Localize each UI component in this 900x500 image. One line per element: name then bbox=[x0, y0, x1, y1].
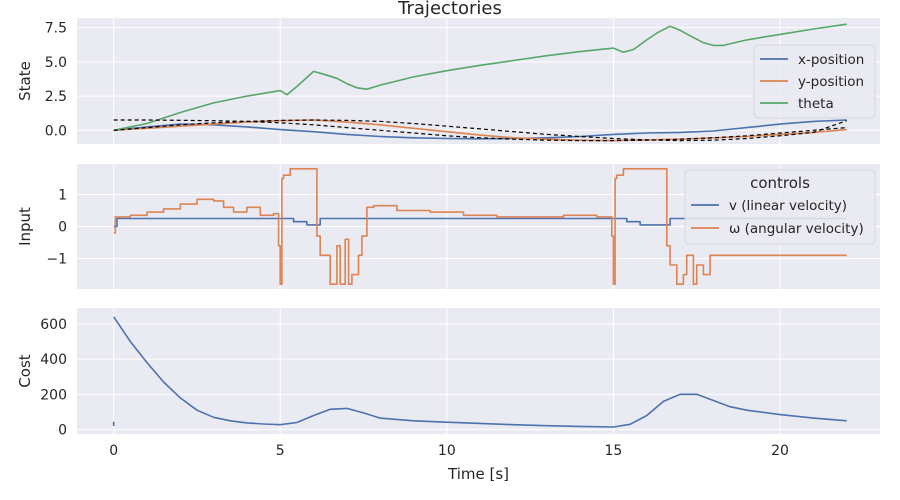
x-tick-label: 10 bbox=[438, 443, 456, 459]
x-tick-label: 20 bbox=[771, 443, 789, 459]
y-tick-label: 400 bbox=[40, 352, 67, 368]
y-tick-label: −1 bbox=[46, 252, 67, 268]
y-tick-label: 5.0 bbox=[45, 55, 67, 71]
y-tick-label: 0 bbox=[58, 423, 67, 439]
cost-series-line bbox=[113, 316, 847, 428]
legend-label: y-position bbox=[798, 74, 864, 90]
x-tick-label: 0 bbox=[109, 443, 118, 459]
angular-velocity-series-line bbox=[113, 168, 847, 285]
x-position-series-line bbox=[113, 119, 847, 140]
y-tick-label: 200 bbox=[40, 387, 67, 403]
theta-series-line bbox=[113, 23, 847, 132]
input-panel: −1 0 1 Input controls v (linear velocity) ω (a… bbox=[16, 164, 880, 289]
state-panel: 0.0 2.5 5.0 7.5 State x-position y-position the… bbox=[16, 18, 880, 144]
reference-series-line bbox=[113, 119, 847, 142]
plot-area bbox=[77, 308, 880, 434]
legend: controls v (linear velocity) ω (angular ve… bbox=[684, 169, 876, 245]
y-tick-label: 0.0 bbox=[45, 123, 67, 139]
legend-box bbox=[684, 169, 876, 245]
legend-title: controls bbox=[750, 174, 810, 192]
legend: x-position y-position theta bbox=[753, 44, 876, 119]
legend-label: v (linear velocity) bbox=[729, 198, 847, 214]
y-axis-label: Input bbox=[16, 207, 34, 246]
y-tick-label: 1 bbox=[58, 187, 67, 203]
legend-label: x-position bbox=[798, 52, 864, 68]
v-linear-velocity-series-line bbox=[113, 217, 847, 228]
cost-panel: 0 200 400 600 Cost 0 5 10 15 20 Time [s] bbox=[16, 308, 880, 483]
reference-series-line bbox=[113, 119, 847, 142]
legend-box bbox=[753, 44, 876, 119]
y-tick-label: 2.5 bbox=[45, 89, 67, 105]
x-tick-label: 15 bbox=[605, 443, 623, 459]
figure-title: Trajectories bbox=[397, 0, 502, 19]
x-axis-label: Time [s] bbox=[447, 465, 509, 483]
x-tick-label: 5 bbox=[276, 443, 285, 459]
y-tick-label: 7.5 bbox=[45, 21, 67, 37]
y-axis-label: Cost bbox=[16, 354, 34, 387]
legend-label: ω (angular velocity) bbox=[729, 221, 864, 237]
y-tick-label: 600 bbox=[40, 317, 67, 333]
y-tick-label: 0 bbox=[58, 220, 67, 236]
plot-area bbox=[77, 18, 880, 144]
y-axis-label: State bbox=[16, 61, 34, 101]
legend-label: theta bbox=[798, 96, 834, 112]
